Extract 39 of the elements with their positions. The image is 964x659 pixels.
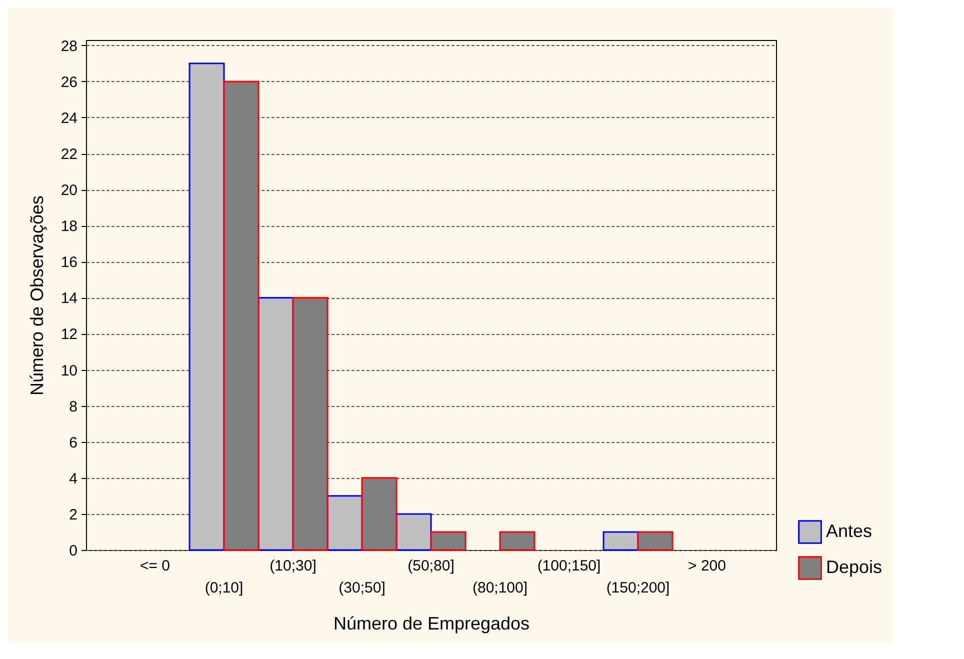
bar <box>499 531 536 551</box>
y-tick-label: 6 <box>69 434 78 452</box>
bar <box>430 531 466 551</box>
y-tick-label: 20 <box>60 182 78 200</box>
x-tick-label: (50;80] <box>408 558 454 574</box>
bar <box>258 296 294 551</box>
x-tick-label: (150;200] <box>606 580 670 596</box>
y-tick-label: 4 <box>69 470 78 488</box>
bar <box>396 513 432 551</box>
x-tick-label: (30;50] <box>338 580 386 596</box>
x-tick-label: (10;30] <box>270 558 316 574</box>
bar <box>361 477 398 551</box>
x-tick-label: (80;100] <box>472 580 528 596</box>
y-tick-label: 26 <box>60 74 78 91</box>
y-tick-label: 0 <box>69 542 78 560</box>
x-tick-label: <= 0 <box>140 558 170 574</box>
legend-label: Depois <box>826 557 882 577</box>
bar <box>223 80 260 551</box>
x-tick-label: (100;150] <box>537 558 601 574</box>
y-tick-label: 18 <box>60 218 78 236</box>
legend-label: Antes <box>826 521 872 541</box>
bar <box>602 531 639 551</box>
bar <box>188 62 225 551</box>
x-axis-title: Número de Empregados <box>333 614 530 634</box>
x-tick-label: (0;10] <box>204 580 244 596</box>
y-tick-label: 12 <box>60 326 78 344</box>
x-tick-label: > 200 <box>688 558 726 574</box>
y-tick-label: 10 <box>60 362 78 380</box>
y-tick-label: 14 <box>60 290 78 308</box>
y-axis-title: Número de Observações <box>26 195 47 396</box>
y-tick-label: 2 <box>69 506 78 524</box>
y-tick-label: 16 <box>60 254 78 272</box>
bar <box>637 531 674 551</box>
bar <box>326 495 363 551</box>
bar <box>292 296 328 551</box>
y-tick-label: 24 <box>60 110 78 127</box>
y-tick-label: 22 <box>60 146 78 164</box>
y-tick-label: 28 <box>60 38 78 55</box>
y-tick-label: 8 <box>69 398 78 416</box>
